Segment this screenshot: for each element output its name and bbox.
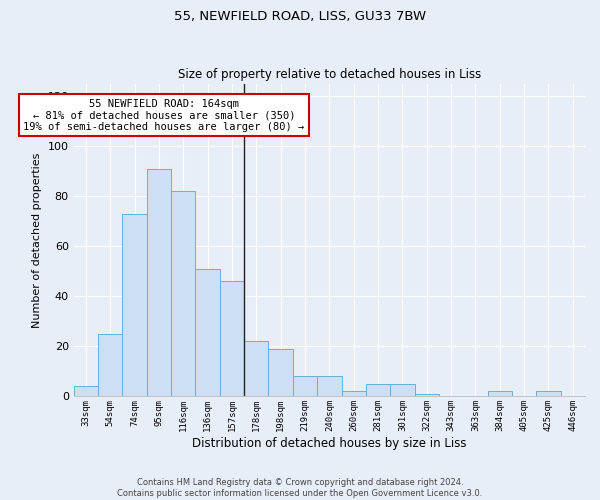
Text: 55 NEWFIELD ROAD: 164sqm
← 81% of detached houses are smaller (350)
19% of semi-: 55 NEWFIELD ROAD: 164sqm ← 81% of detach…: [23, 98, 304, 132]
Bar: [147, 168, 171, 396]
Bar: [366, 384, 390, 396]
Bar: [415, 394, 439, 396]
Bar: [74, 386, 98, 396]
Text: Contains HM Land Registry data © Crown copyright and database right 2024.
Contai: Contains HM Land Registry data © Crown c…: [118, 478, 482, 498]
Bar: [220, 282, 244, 397]
Y-axis label: Number of detached properties: Number of detached properties: [32, 152, 42, 328]
Bar: [293, 376, 317, 396]
X-axis label: Distribution of detached houses by size in Liss: Distribution of detached houses by size …: [192, 437, 467, 450]
Text: 55, NEWFIELD ROAD, LISS, GU33 7BW: 55, NEWFIELD ROAD, LISS, GU33 7BW: [174, 10, 426, 23]
Bar: [171, 191, 196, 396]
Bar: [268, 349, 293, 397]
Title: Size of property relative to detached houses in Liss: Size of property relative to detached ho…: [178, 68, 481, 81]
Bar: [122, 214, 147, 396]
Bar: [536, 392, 560, 396]
Bar: [317, 376, 341, 396]
Bar: [196, 269, 220, 396]
Bar: [488, 392, 512, 396]
Bar: [341, 392, 366, 396]
Bar: [244, 342, 268, 396]
Bar: [98, 334, 122, 396]
Bar: [390, 384, 415, 396]
